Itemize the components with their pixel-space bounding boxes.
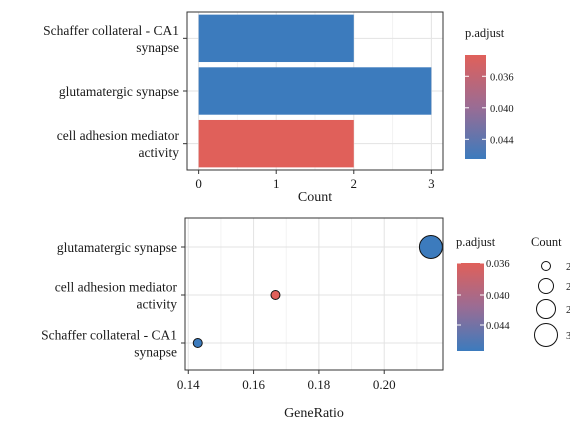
size-legend-circle (534, 323, 558, 347)
bar-legend-colorbar (465, 55, 486, 159)
bar-category-label: Schaffer collateral - CA1 synapse (43, 23, 179, 55)
bar-chart: Schaffer collateral - CA1 synapse glutamat… (43, 11, 514, 205)
dot-color-legend-colorbar (457, 263, 484, 351)
dot-plot-category-labels: glutamatergic synapse cell adhesion media… (41, 240, 185, 360)
bar-category-label: cell adhesion mediator activity (57, 128, 180, 160)
dot (418, 235, 443, 259)
bar-chart-legend: p.adjust 0.036 0.040 0.044 (465, 26, 514, 159)
bar-legend-ticks: 0.036 0.040 0.044 (465, 72, 514, 146)
legend-tick-label: 0.036 (490, 72, 514, 83)
bar-x-tick-label: 0 (195, 176, 202, 191)
bar-chart-x-ticks: 0 1 2 3 (195, 170, 435, 191)
dot-size-legend-items: 2 2 2 3 (534, 261, 570, 347)
size-legend-label: 2 (566, 282, 570, 293)
dot-plot-x-ticks: 0.14 0.16 0.18 0.20 (177, 370, 396, 392)
dot-plot-color-legend: p.adjust 0.036 0.040 0.044 (456, 235, 510, 351)
bar (198, 14, 354, 63)
bar-chart-x-axis-title: Count (298, 190, 332, 205)
bar-chart-bars (198, 14, 432, 168)
dot (270, 290, 281, 300)
size-legend-circle (538, 278, 554, 294)
dot-color-legend-ticks: 0.036 0.040 0.044 (457, 259, 510, 332)
bar-legend-title: p.adjust (465, 26, 505, 40)
dot-plot-grid (185, 218, 443, 370)
dot (192, 338, 203, 348)
size-legend-label: 2 (566, 262, 570, 273)
size-legend-label: 3 (566, 331, 570, 342)
dot-category-label: glutamatergic synapse (57, 240, 177, 255)
dot-x-tick-label: 0.14 (177, 377, 200, 392)
bar (198, 119, 354, 168)
legend-tick-label: 0.040 (490, 104, 514, 115)
dot-plot-frame (184, 217, 444, 371)
dot-color-legend-title: p.adjust (456, 235, 496, 249)
dot-plot-points (192, 235, 443, 348)
legend-tick-label: 0.044 (490, 135, 514, 146)
dot-plot-size-legend: Count 2 2 2 3 (531, 235, 570, 347)
bar-x-tick-label: 1 (273, 176, 280, 191)
bar-chart-category-labels: Schaffer collateral - CA1 synapse glutamat… (43, 23, 187, 160)
dot-x-tick-label: 0.18 (308, 377, 331, 392)
dot-category-label: Schaffer collateral - CA1 synapse (41, 328, 177, 360)
dot-plot-x-axis-title: GeneRatio (284, 406, 344, 421)
dot-plot: glutamatergic synapse cell adhesion media… (41, 217, 570, 421)
bar (198, 67, 432, 115)
bar-x-tick-label: 2 (351, 176, 358, 191)
dot-size-legend-title: Count (531, 235, 562, 249)
dot-x-tick-label: 0.16 (242, 377, 265, 392)
legend-tick-label: 0.044 (486, 321, 510, 332)
dot-x-tick-label: 0.20 (373, 377, 396, 392)
bar-category-label: glutamatergic synapse (59, 84, 179, 99)
legend-tick-label: 0.036 (486, 259, 510, 270)
legend-tick-label: 0.040 (486, 291, 510, 302)
size-legend-circle (536, 299, 556, 319)
size-legend-label: 2 (566, 305, 570, 316)
dot-category-label: cell adhesion mediator activity (55, 280, 178, 312)
size-legend-circle (541, 261, 551, 271)
bar-x-tick-label: 3 (428, 176, 435, 191)
